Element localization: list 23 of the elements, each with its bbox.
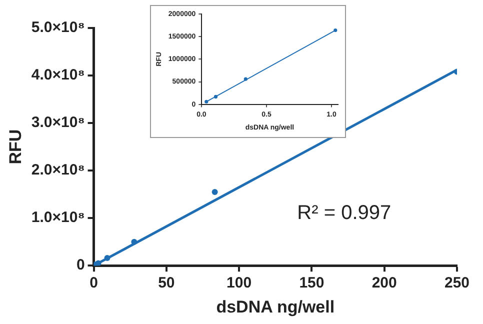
x-tick-label: 100	[226, 274, 252, 292]
point	[212, 188, 218, 195]
y-tick-label: 0	[76, 256, 85, 274]
x-tick-label: 200	[372, 274, 397, 292]
x-tick-label: 0	[90, 274, 98, 292]
point	[95, 260, 102, 266]
y-axis-title: RFU	[6, 129, 25, 164]
y-tick-label: 1.0×10⁸	[31, 209, 85, 226]
y-tick-label: 4.0×10⁸	[31, 66, 85, 84]
y-tick-label: 2.0×10⁸	[31, 162, 85, 179]
point	[104, 254, 110, 261]
annotation: R² = 0.997	[297, 202, 392, 224]
point	[204, 100, 208, 104]
y-tick-label: 5.0×10⁸	[31, 19, 85, 36]
x-tick-label: 150	[299, 274, 324, 292]
y-tick-label: 3.0×10⁸	[31, 114, 85, 132]
point	[131, 238, 138, 245]
x-tick-label: 50	[158, 274, 175, 292]
point	[334, 28, 338, 32]
x-tick-label: 250	[444, 274, 470, 292]
x-axis-title: dsDNA ng/well	[216, 297, 335, 316]
point	[244, 77, 248, 81]
point	[214, 94, 218, 99]
